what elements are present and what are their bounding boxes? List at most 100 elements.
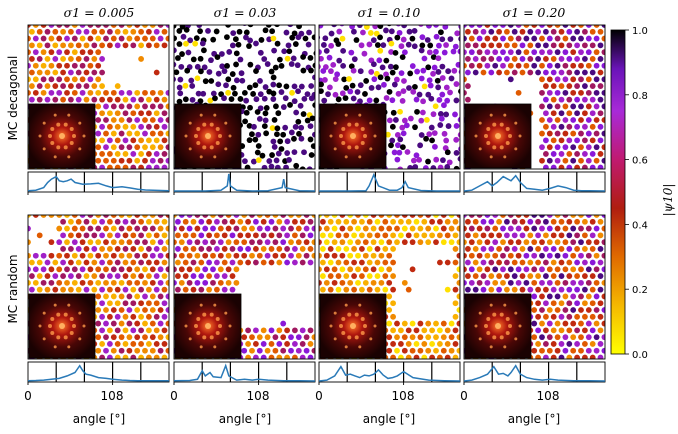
fft-peak — [503, 113, 507, 117]
particle — [589, 137, 596, 144]
particle — [307, 123, 314, 130]
particle — [386, 225, 393, 232]
particle — [562, 103, 569, 110]
particle — [277, 138, 284, 145]
particle — [200, 90, 207, 97]
particle — [593, 307, 600, 313]
particle — [601, 334, 605, 341]
particle — [558, 137, 565, 144]
particle — [500, 279, 506, 286]
particle — [79, 49, 86, 56]
fft-peak — [341, 331, 346, 336]
particle — [118, 320, 125, 327]
particle — [312, 62, 315, 69]
particle — [386, 320, 393, 327]
fft-peak — [218, 134, 222, 138]
particle — [546, 215, 553, 218]
particle — [292, 218, 298, 225]
particle — [95, 320, 102, 327]
particle — [476, 239, 483, 246]
particle — [122, 218, 129, 225]
particle — [336, 57, 343, 64]
particle — [107, 110, 113, 117]
particle — [99, 151, 105, 157]
particle — [442, 25, 449, 30]
particle — [138, 246, 145, 252]
particle — [83, 42, 90, 49]
particle — [40, 89, 47, 96]
particle — [390, 313, 396, 320]
particle — [464, 62, 467, 69]
particle — [394, 142, 401, 149]
particle — [165, 144, 169, 151]
particle — [295, 88, 301, 95]
particle — [554, 307, 561, 313]
particle — [142, 320, 148, 327]
particle — [331, 215, 338, 218]
particle — [546, 25, 553, 28]
particle — [558, 83, 565, 89]
particle — [146, 313, 152, 320]
particle — [343, 85, 350, 91]
particle — [397, 136, 404, 143]
particle — [138, 137, 145, 144]
particle — [114, 273, 121, 279]
particle — [138, 232, 145, 239]
particle — [492, 225, 499, 232]
fft-peak — [339, 324, 343, 328]
particle — [543, 123, 549, 130]
particle — [292, 246, 298, 252]
particle — [79, 35, 86, 42]
angle-strip-frame — [173, 171, 316, 193]
particle — [543, 56, 549, 62]
particle — [543, 69, 549, 76]
particle — [386, 293, 393, 300]
particle — [260, 232, 267, 239]
particle — [554, 215, 561, 218]
particle — [384, 75, 391, 82]
particle — [531, 293, 538, 300]
particle — [546, 225, 553, 232]
particle — [91, 286, 98, 293]
fft-peak — [63, 122, 68, 127]
particle — [413, 341, 420, 347]
particle — [292, 354, 298, 359]
particle — [566, 232, 573, 239]
particle — [519, 28, 526, 35]
particle — [558, 96, 565, 103]
particle — [409, 215, 416, 218]
particle — [190, 246, 197, 252]
particle — [157, 103, 164, 110]
particle — [593, 252, 600, 259]
particle — [202, 266, 209, 273]
particle — [274, 40, 281, 47]
particle — [184, 67, 191, 74]
particle — [382, 259, 389, 266]
particle — [247, 61, 254, 68]
particle — [95, 225, 102, 232]
x-tick-108-col3: 108 — [392, 389, 415, 403]
particle — [433, 48, 439, 55]
particle — [153, 69, 160, 76]
particle — [394, 156, 401, 163]
particle — [589, 246, 596, 252]
particle — [515, 215, 522, 218]
particle — [146, 151, 152, 157]
fft-peak — [347, 145, 352, 150]
particle — [418, 117, 425, 124]
particle — [546, 62, 553, 69]
particle — [417, 239, 424, 246]
particle — [126, 225, 133, 232]
particle — [307, 246, 314, 252]
particle — [36, 273, 43, 279]
particle — [161, 327, 168, 334]
particle — [597, 123, 604, 130]
particle — [387, 63, 394, 70]
particle — [558, 232, 565, 239]
particle — [284, 341, 290, 347]
particle — [311, 215, 315, 218]
particle — [605, 70, 611, 76]
particle — [257, 78, 263, 84]
particle — [480, 69, 487, 76]
particle — [601, 320, 605, 327]
